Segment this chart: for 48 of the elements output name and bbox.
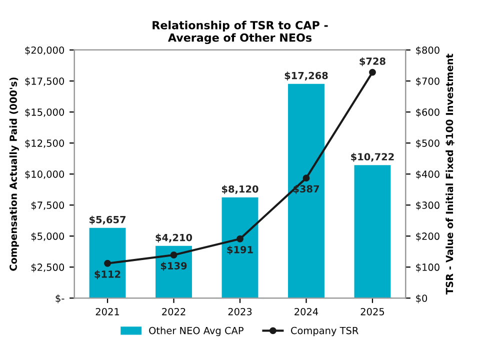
bar	[354, 165, 391, 298]
data-label: $139	[160, 262, 187, 271]
x-tick-label: 2024	[294, 308, 318, 316]
data-label: $112	[94, 270, 120, 280]
data-label: $5,657	[90, 216, 126, 225]
point	[369, 68, 376, 76]
legend-label: Other NEO Avg CAP	[149, 326, 244, 336]
x-tick-label: 2021	[96, 308, 119, 316]
y-tick-label: $10,000	[25, 170, 64, 180]
y-tick-label: $5,000	[31, 232, 64, 242]
bar	[222, 197, 258, 298]
y-tick-label: $15,000	[25, 108, 64, 118]
y2-tick-label: $600	[416, 108, 440, 118]
data-label: $387	[293, 185, 319, 194]
y2-tick-label: $100	[416, 263, 440, 272]
x-tick-label: 2023	[228, 308, 252, 316]
x-tick-label: 2025	[360, 308, 384, 316]
y2-tick-label: $200	[416, 232, 440, 242]
y-tick-label: $17,500	[25, 77, 64, 86]
y2-tick-label: $400	[416, 170, 440, 180]
y2-axis-title: TSR - Value of Initial Fixed $100 Investment	[446, 54, 454, 294]
data-label: $4,210	[156, 234, 192, 242]
data-label: $191	[227, 246, 253, 255]
bar	[288, 84, 324, 298]
y-tick-label: $20,000	[25, 46, 64, 56]
data-label: $728	[360, 57, 386, 66]
y-tick-label: $-	[56, 294, 64, 304]
y2-tick-label: $800	[416, 46, 440, 56]
point	[302, 174, 310, 182]
y-axis-title: Compensation Actually Paid (000's)	[9, 78, 19, 271]
data-label: $17,268	[284, 72, 328, 80]
y2-tick-label: $700	[416, 77, 440, 86]
y2-tick-label: $0	[416, 294, 428, 304]
y2-tick-label: $500	[416, 139, 440, 148]
y-tick-label: $12,500	[25, 139, 64, 148]
point	[170, 252, 178, 258]
bar	[89, 228, 126, 298]
y-tick-label: $2,500	[31, 263, 64, 272]
y-tick-label: $7,500	[31, 201, 64, 210]
data-label: $10,722	[351, 152, 394, 162]
legend-label: Company TSR	[291, 326, 358, 336]
x-tick-label: 2022	[162, 308, 186, 316]
chart-title: Relationship of TSR to CAP - Average of Other NEOs	[152, 20, 328, 44]
data-label: $8,120	[222, 185, 258, 194]
bar	[156, 246, 192, 298]
y2-tick-label: $300	[416, 201, 440, 210]
point	[104, 260, 111, 267]
point	[236, 235, 244, 242]
